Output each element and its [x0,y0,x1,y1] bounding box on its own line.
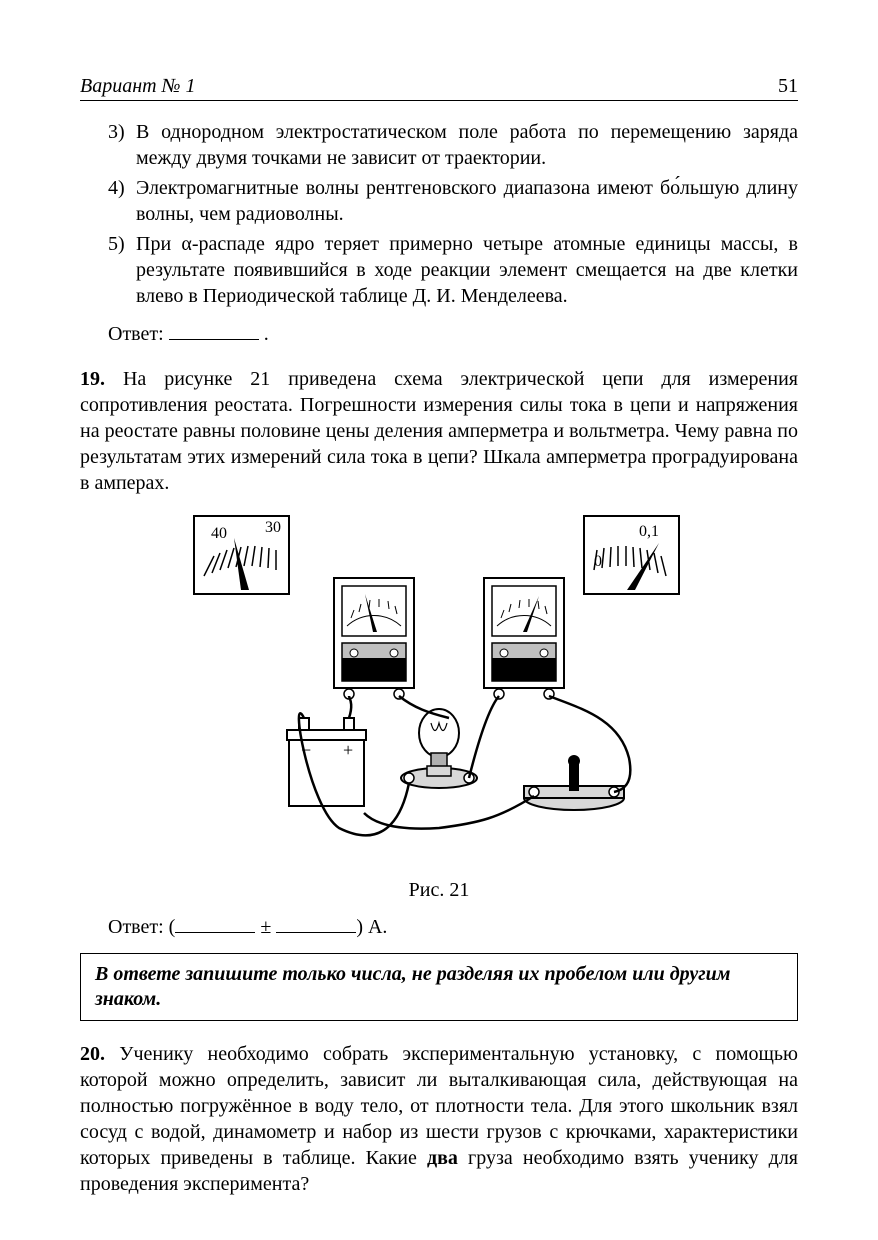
question-19: 19. На рисунке 21 приведена схема электр… [80,366,798,496]
answer19-prefix: Ответ: ( [108,916,175,938]
list-text: Электромагнитные волны рентгеновского ди… [136,175,798,227]
answer19-pm: ± [255,916,276,938]
answer-blank-error[interactable] [276,912,356,933]
list-item: 5) При α-распаде ядро теряет примерно че… [108,231,798,309]
list-text: В однородном электростатическом поле раб… [136,119,798,171]
battery-plus: + [343,740,353,760]
answer-trail: . [259,323,269,345]
running-header: Вариант № 1 51 [80,75,798,101]
voltmeter [484,578,564,699]
lamp [401,709,477,788]
gauge-left-label-30: 30 [265,519,281,536]
answer-blank[interactable] [169,319,259,340]
list-number: 4) [108,175,136,227]
question-bold: два [427,1147,458,1169]
gauge-zoom-right: 0 0,1 [584,516,679,594]
question-number: 20. [80,1043,105,1065]
answer-blank-value[interactable] [175,912,255,933]
list-number: 5) [108,231,136,309]
gauge-right-label-0.1: 0,1 [639,523,659,540]
figure-caption: Рис. 21 [80,879,798,902]
rheostat [524,755,624,810]
page: Вариант № 1 51 3) В однородном электрост… [0,0,878,1240]
gauge-left-label-40: 40 [211,525,227,542]
question-text: На рисунке 21 приведена схема электричес… [80,368,798,494]
question-number: 19. [80,368,105,390]
question-20: 20. Ученику необходимо собрать экспериме… [80,1041,798,1197]
ammeter [334,578,414,699]
figure-21: 40 30 0 [80,508,798,902]
answer-label: Ответ: [108,323,169,345]
list-text: При α-распаде ядро теряет примерно четыр… [136,231,798,309]
statement-list: 3) В однородном электростатическом поле … [108,119,798,309]
note-box: В ответе запишите только числа, не разде… [80,953,798,1021]
header-page-number: 51 [778,75,798,98]
gauge-zoom-left: 40 30 [194,516,289,594]
header-left: Вариант № 1 [80,75,195,98]
answer-line: Ответ: . [108,319,798,346]
list-item: 4) Электромагнитные волны рентгеновского… [108,175,798,227]
list-item: 3) В однородном электростатическом поле … [108,119,798,171]
answer19-suffix: ) А. [356,916,387,938]
list-number: 3) [108,119,136,171]
gauge-right-label-0: 0 [594,553,602,570]
answer-line-19: Ответ: ( ± ) А. [108,912,798,939]
circuit-diagram: 40 30 0 [179,508,699,868]
note-text: В ответе запишите только числа, не разде… [95,963,730,1010]
